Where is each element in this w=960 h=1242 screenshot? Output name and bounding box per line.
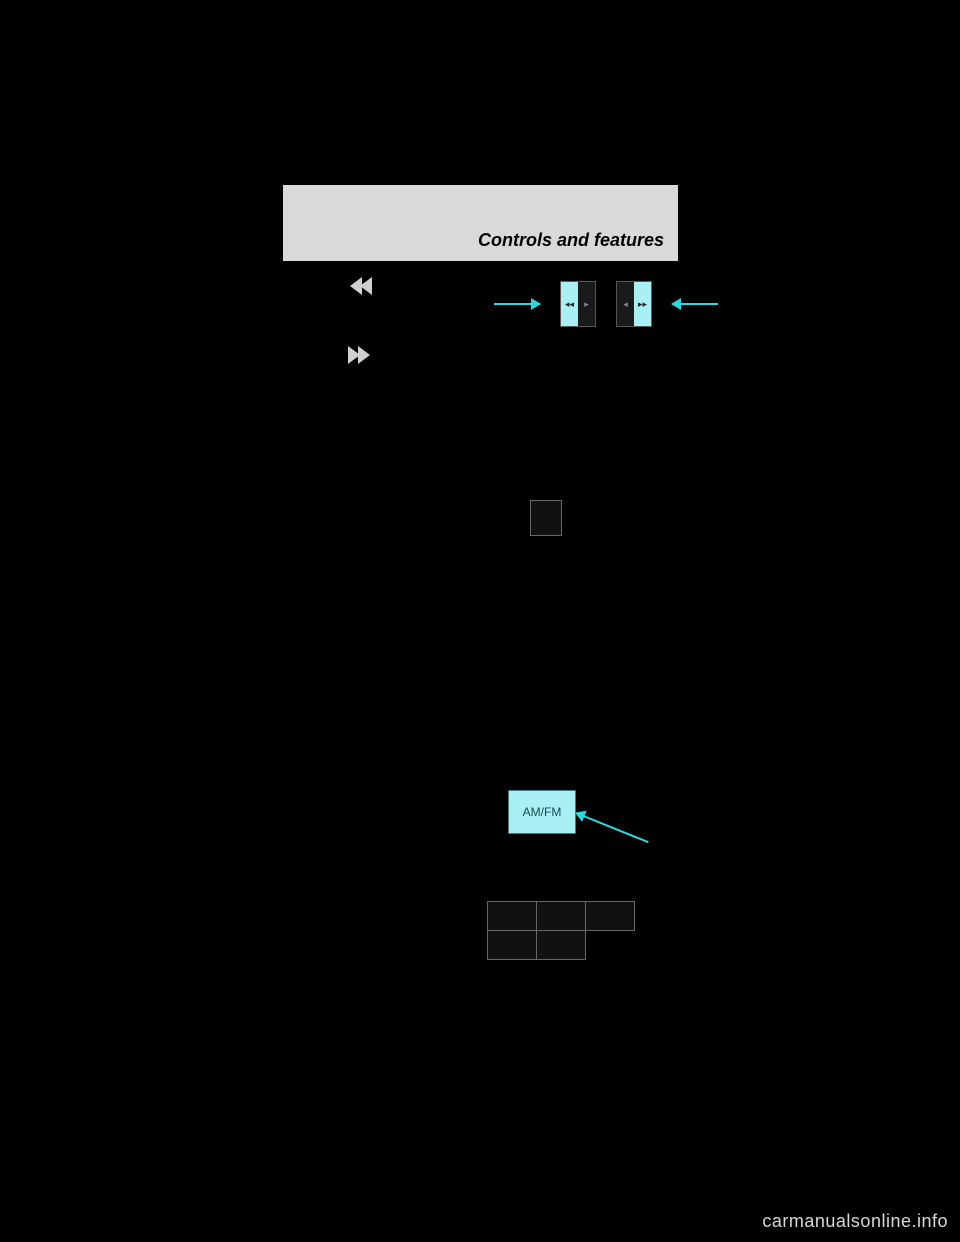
play-left-glyph: ◂ <box>617 282 634 326</box>
fast-forward-icon <box>350 346 370 369</box>
watermark-text: carmanualsonline.info <box>762 1211 948 1232</box>
tape-ff-button[interactable]: ◂ ▸▸ <box>616 281 652 327</box>
preset-row <box>488 902 635 931</box>
dolby-button-outline[interactable] <box>530 500 562 536</box>
amfm-button-group: AM/FM <box>508 790 576 834</box>
preset-button[interactable] <box>487 930 537 960</box>
tape-rewind-button[interactable]: ◂◂ ▸ <box>560 281 596 327</box>
tape-button-row: ◂◂ ▸ ◂ ▸▸ <box>494 281 718 327</box>
preset-button[interactable] <box>585 901 635 931</box>
preset-button[interactable] <box>536 930 586 960</box>
preset-button-grid <box>488 902 635 960</box>
page: Controls and features ◂◂ ▸ ◂ ▸▸ AM/FM <box>0 0 960 1242</box>
amfm-button[interactable]: AM/FM <box>508 790 576 834</box>
ff-glyph: ▸▸ <box>634 282 651 326</box>
pointer-arrow-left <box>494 303 540 305</box>
rewind-icon <box>350 277 370 300</box>
rewind-glyph: ◂◂ <box>561 282 578 326</box>
play-right-glyph: ▸ <box>578 282 595 326</box>
preset-button[interactable] <box>487 901 537 931</box>
pointer-arrow-right <box>672 303 718 305</box>
pointer-arrow-amfm <box>576 812 649 843</box>
amfm-label: AM/FM <box>523 805 562 819</box>
section-title: Controls and features <box>478 230 664 251</box>
preset-row <box>488 931 635 960</box>
section-header: Controls and features <box>283 185 678 261</box>
preset-button[interactable] <box>536 901 586 931</box>
